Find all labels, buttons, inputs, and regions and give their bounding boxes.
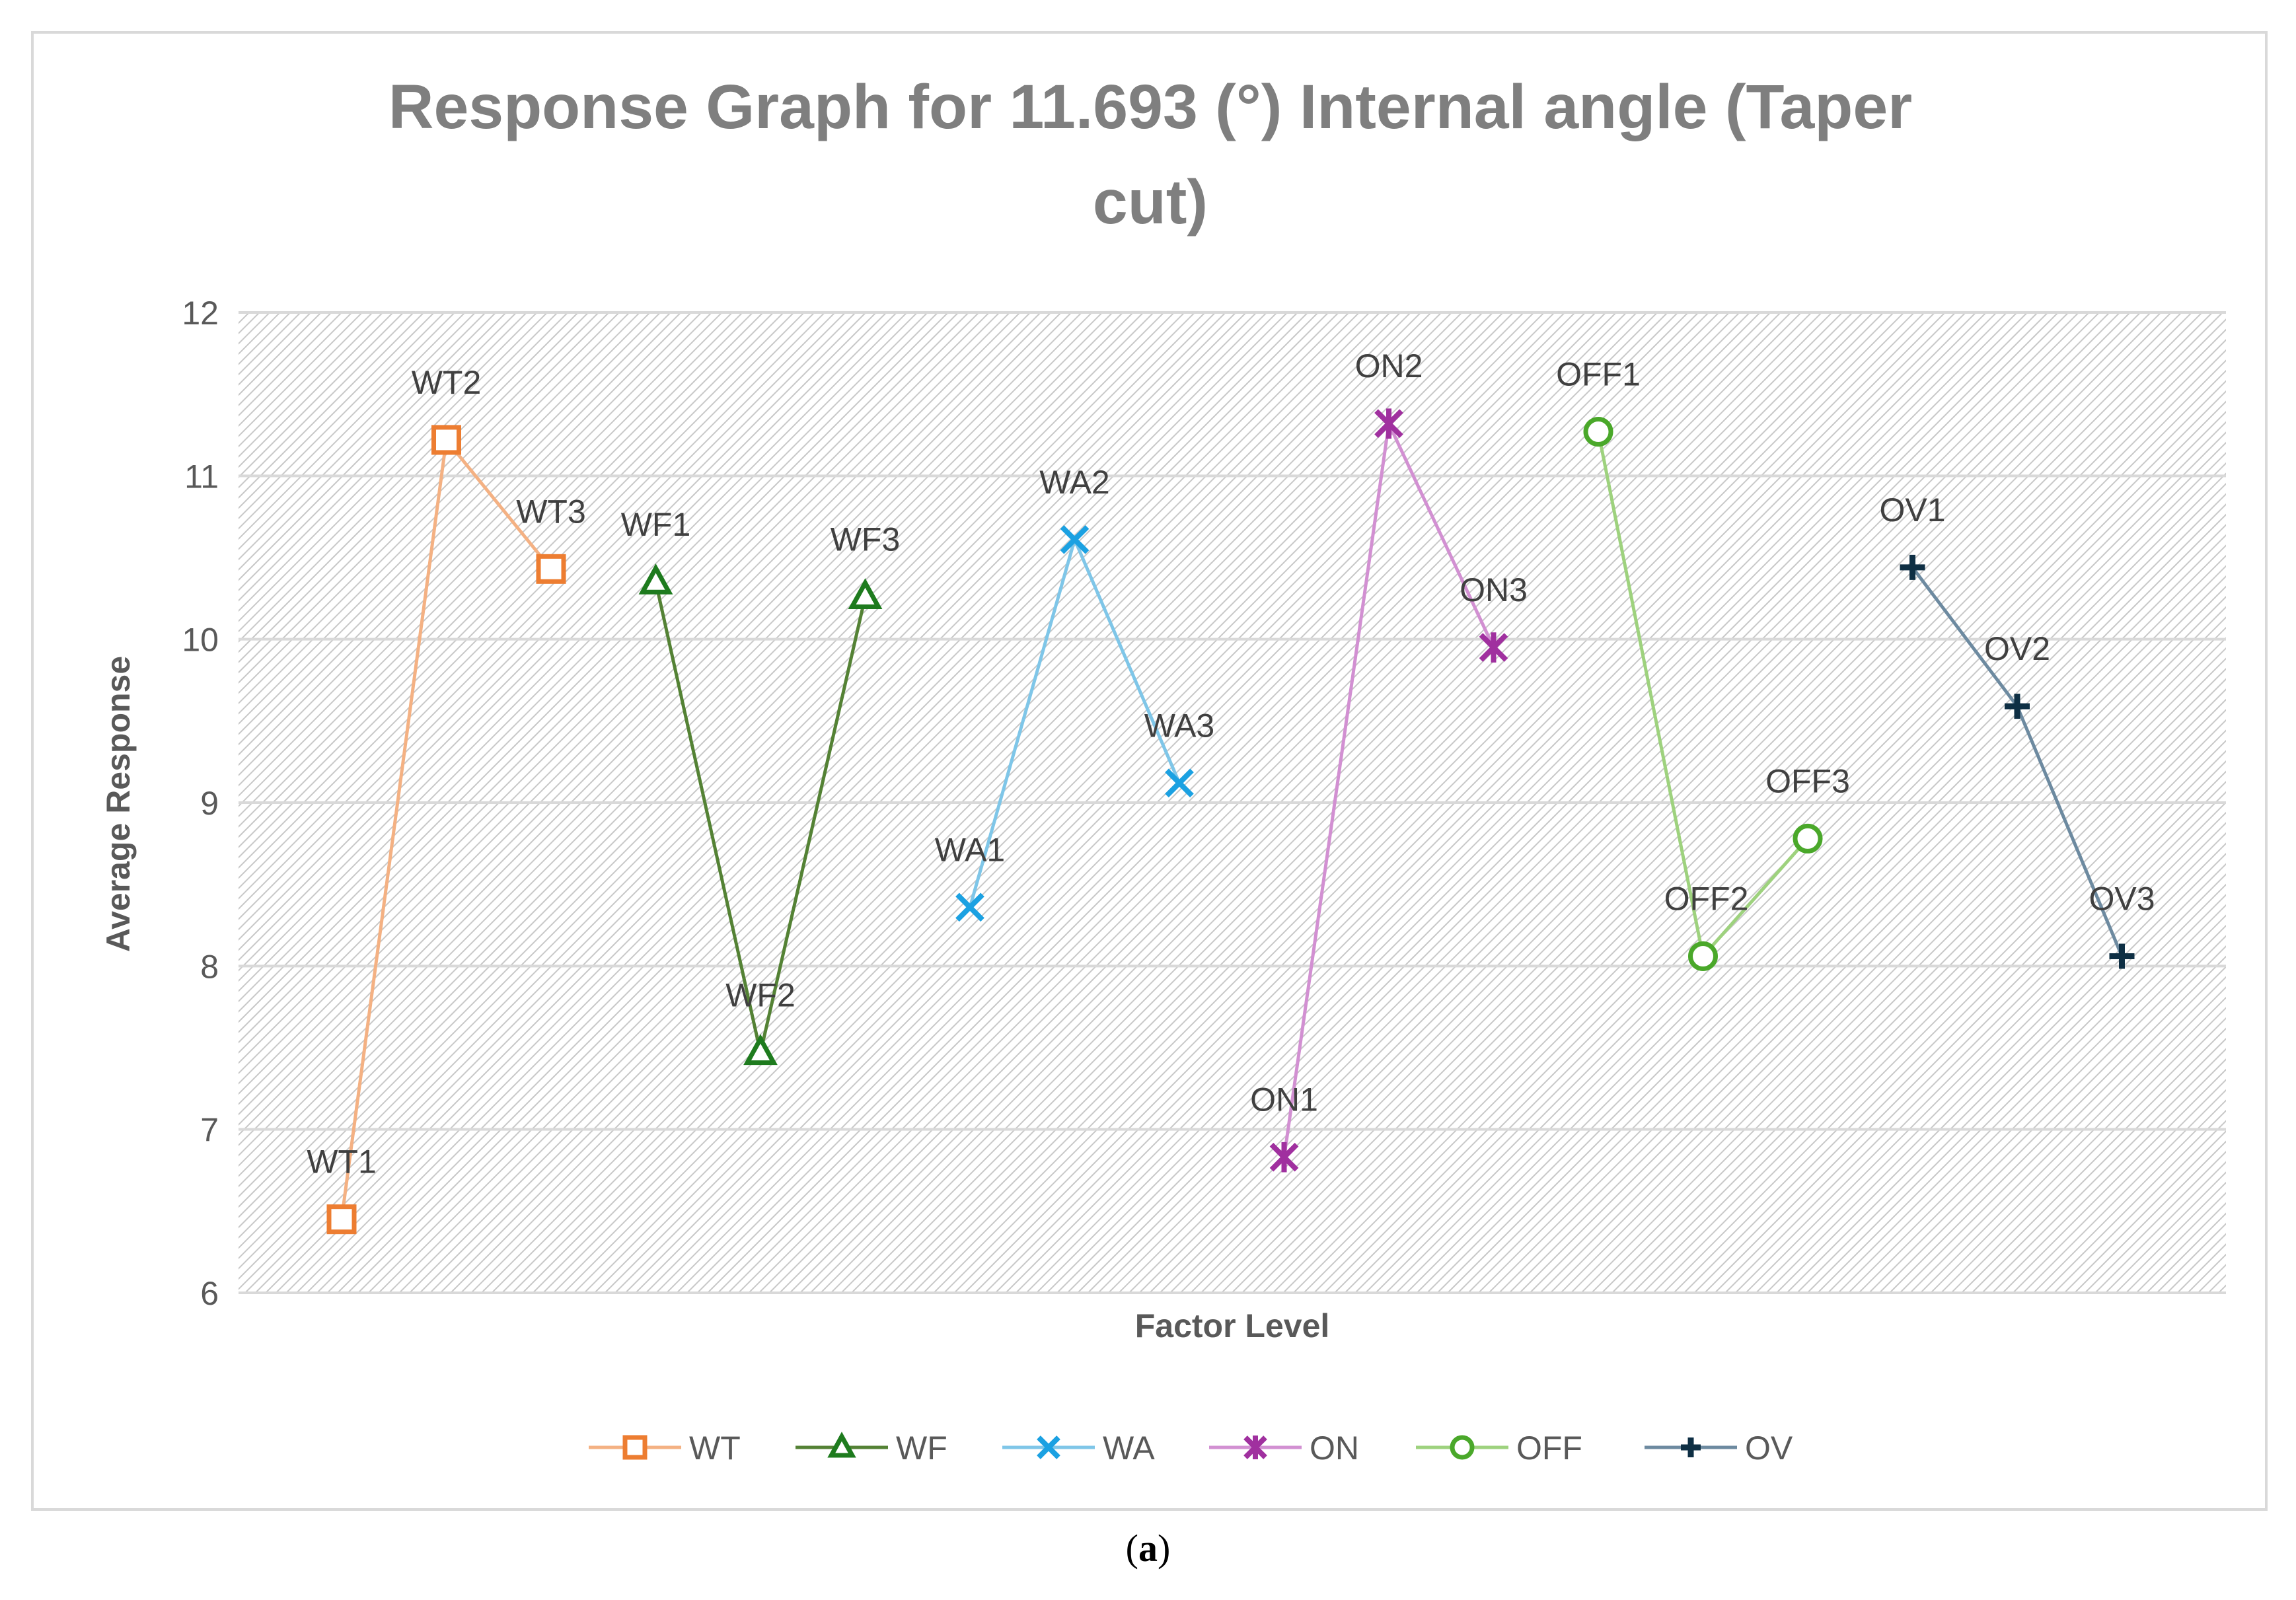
line-chart: Response Graph for 11.693 (°) Internal a… [100, 72, 2226, 1467]
legend-label: OFF [1516, 1430, 1582, 1467]
data-label: OV1 [1879, 491, 1945, 528]
legend-marker [1681, 1437, 1701, 1457]
legend-item-ov: OV [1645, 1430, 1793, 1467]
data-point-marker [743, 1034, 778, 1066]
data-point-marker [1688, 941, 1718, 971]
legend-item-wt: WT [589, 1430, 741, 1467]
legend-marker [622, 1435, 648, 1460]
data-label: WA2 [1039, 464, 1110, 501]
data-point-marker [848, 578, 883, 610]
gridlines [239, 311, 2226, 1294]
data-point-marker [1583, 417, 1613, 447]
y-axis-ticks: 6 7 8 9 10 11 12 [182, 295, 219, 1312]
legend-marker [1450, 1435, 1475, 1460]
chart-title-line-1: Response Graph for 11.693 (°) Internal a… [389, 72, 1912, 142]
data-point-marker [1165, 768, 1194, 798]
data-label: OFF1 [1556, 356, 1641, 393]
data-point-marker [638, 563, 673, 595]
series-ov: OV1 OV2 OV3 [1879, 491, 2155, 969]
data-point-marker [1269, 1142, 1299, 1173]
data-point-marker [1060, 525, 1090, 554]
series-wt: WT1 WT2 WT3 [307, 364, 586, 1235]
data-point-marker [326, 1204, 357, 1235]
legend-label: ON [1310, 1430, 1359, 1467]
legend-label: WF [896, 1430, 947, 1467]
data-point-marker [2005, 694, 2030, 719]
data-label: WF3 [831, 521, 901, 558]
data-point-marker [955, 892, 984, 922]
legend-marker [1037, 1436, 1060, 1459]
series-off: OFF1 OFF2 OFF3 [1556, 356, 1850, 971]
series-wa: WA1 WA2 WA3 [935, 464, 1215, 922]
legend-item-wa: WA [1002, 1430, 1155, 1467]
y-axis-label: Average Response [100, 656, 137, 952]
data-label: WA3 [1144, 707, 1215, 744]
legend-label: WA [1103, 1430, 1155, 1467]
series-on: ON1 ON2 ON3 [1250, 347, 1528, 1173]
series-group: WT1 WT2 WT3 WF1 WF2 WF3 WA1 WA2 WA3 ON1 ON2 ON3 OFF1… [307, 347, 2155, 1235]
data-label: OV2 [1984, 630, 2050, 667]
data-point-marker [2109, 943, 2135, 969]
data-label: ON3 [1460, 571, 1528, 608]
data-point-marker [1900, 554, 1925, 580]
legend-item-wf: WF [796, 1430, 947, 1467]
data-label: WF1 [621, 506, 691, 543]
data-point-marker [1374, 408, 1403, 439]
data-label: ON1 [1250, 1081, 1318, 1118]
data-label: OFF2 [1664, 880, 1749, 917]
data-label: WA1 [935, 831, 1006, 868]
data-label: OV3 [2089, 880, 2155, 917]
y-tick-label: 11 [184, 458, 219, 495]
legend-item-off: OFF [1416, 1430, 1582, 1467]
y-tick-label: 10 [182, 622, 219, 659]
data-point-marker [431, 425, 461, 455]
y-tick-label: 9 [200, 785, 219, 822]
x-axis-label: Factor Level [1135, 1307, 1330, 1344]
data-point-marker [1479, 632, 1508, 663]
series-wf: WF1 WF2 WF3 [621, 506, 901, 1066]
legend-item-on: ON [1209, 1430, 1359, 1467]
legend: WT WF WA ON OFF OV [589, 1430, 1793, 1467]
chart-title-line-2: cut) [1093, 167, 1208, 237]
legend-label: OV [1745, 1430, 1793, 1467]
y-tick-label: 7 [200, 1112, 219, 1149]
data-label: WT3 [516, 493, 586, 530]
legend-marker [827, 1432, 856, 1458]
data-point-marker [536, 554, 566, 584]
legend-label: WT [689, 1430, 741, 1467]
figure-caption: (a) [1125, 1527, 1171, 1570]
data-label: OFF3 [1765, 762, 1850, 799]
data-label: WF2 [725, 976, 796, 1013]
data-label: ON2 [1355, 347, 1423, 384]
chart-frame: Response Graph for 11.693 (°) Internal a… [31, 31, 2268, 1511]
data-point-marker [1793, 823, 1823, 854]
y-tick-label: 6 [200, 1275, 219, 1312]
y-tick-label: 8 [200, 948, 219, 985]
data-label: WT2 [412, 364, 482, 401]
legend-marker [1243, 1436, 1267, 1459]
data-label: WT1 [307, 1144, 377, 1181]
y-tick-label: 12 [182, 295, 219, 332]
